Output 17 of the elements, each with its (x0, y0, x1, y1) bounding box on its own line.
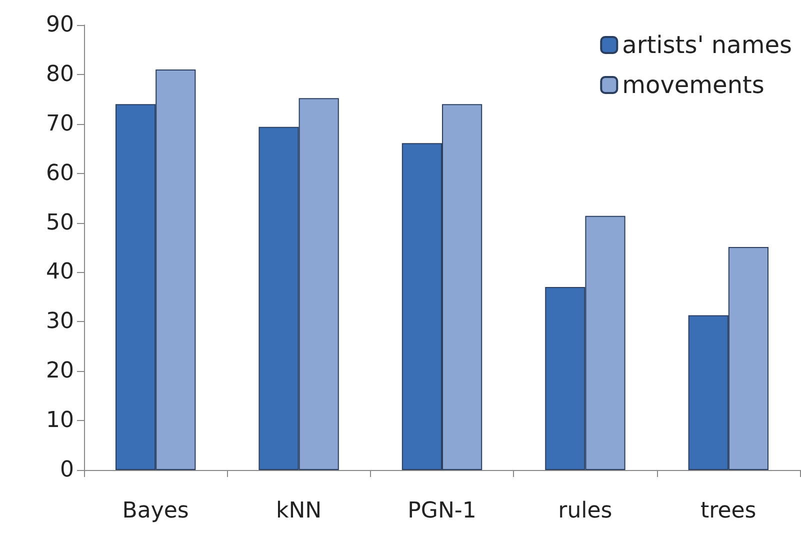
x-tick-label: trees (700, 498, 756, 524)
y-tick-label: 60 (46, 160, 74, 186)
y-tick-label: 0 (60, 458, 74, 482)
y-tick-label: 70 (46, 111, 74, 136)
y-tick-label: 30 (46, 309, 74, 334)
x-tick-label: kNN (276, 498, 322, 524)
x-tick-label: Bayes (122, 498, 189, 524)
y-tick-label: 50 (46, 210, 74, 236)
legend-label: movements (622, 71, 764, 99)
legend-label: artists' names (622, 31, 792, 59)
y-tick-label: 40 (46, 260, 74, 285)
y-tick-label: 10 (46, 408, 74, 434)
y-tick-label: 90 (46, 12, 74, 38)
y-tick-label: 20 (46, 358, 74, 384)
y-tick-label: 80 (46, 62, 74, 87)
x-tick-label: rules (558, 498, 612, 524)
x-tick-label: PGN-1 (408, 498, 476, 524)
